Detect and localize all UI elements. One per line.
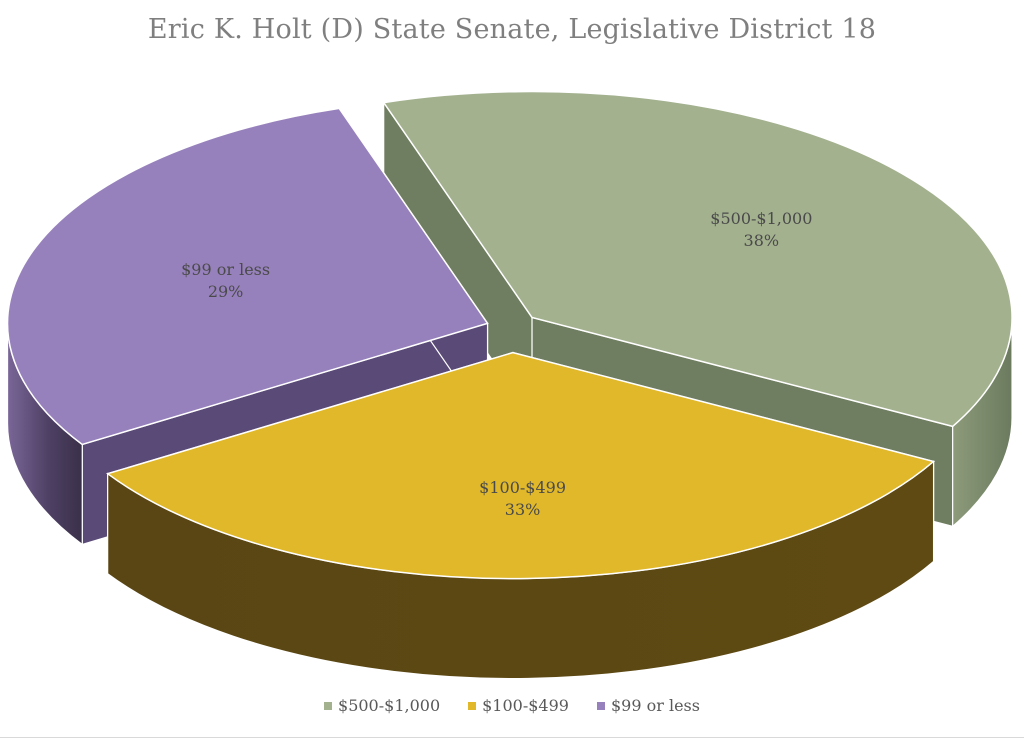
slice-top bbox=[382, 90, 1013, 428]
legend-label: $100-$499 bbox=[482, 696, 569, 715]
chart-title: Eric K. Holt (D) State Senate, Legislati… bbox=[147, 14, 877, 45]
legend-label: $500-$1,000 bbox=[338, 696, 441, 715]
slice-category-label: $500-$1,000 bbox=[710, 209, 812, 228]
slice-percent-label: 38% bbox=[744, 231, 780, 250]
pie-chart: $500-$1,000 38% $100-$499 33% $99 or less 29% bbox=[6, 90, 1013, 680]
slice-percent-label: 33% bbox=[505, 500, 541, 519]
slice-percent-label: 29% bbox=[208, 282, 244, 301]
legend-item: $500-$1,000 bbox=[324, 696, 440, 715]
legend: $500-$1,000 $100-$499 $99 or less bbox=[0, 696, 1024, 715]
legend-swatch bbox=[468, 701, 477, 710]
slice-category-label: $100-$499 bbox=[479, 478, 566, 497]
pie-slice bbox=[106, 351, 936, 680]
legend-swatch bbox=[596, 701, 605, 710]
legend-swatch bbox=[324, 701, 333, 710]
bottom-rule bbox=[0, 737, 1024, 738]
slice-top bbox=[6, 107, 489, 446]
legend-label: $99 or less bbox=[610, 696, 700, 715]
slice-category-label: $99 or less bbox=[181, 260, 270, 279]
legend-item: $100-$499 bbox=[468, 696, 569, 715]
legend-item: $99 or less bbox=[596, 696, 700, 715]
slice-top bbox=[106, 351, 936, 580]
